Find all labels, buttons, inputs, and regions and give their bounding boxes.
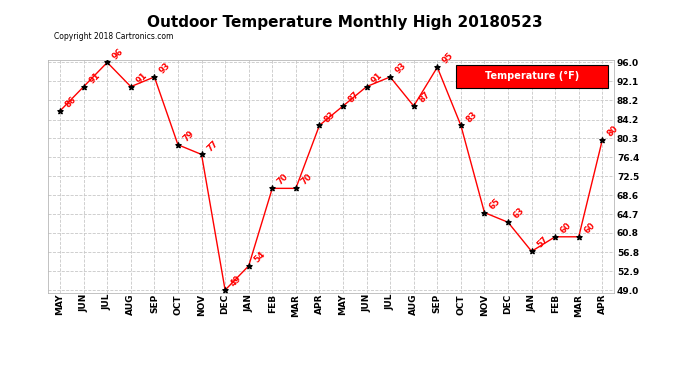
Point — [196, 152, 207, 157]
Point — [243, 263, 254, 269]
Point — [55, 108, 66, 114]
Text: 54: 54 — [253, 250, 267, 264]
Text: 95: 95 — [441, 51, 455, 66]
Point — [573, 234, 584, 240]
Point — [526, 248, 537, 254]
Text: 93: 93 — [394, 61, 408, 75]
Text: 70: 70 — [276, 172, 290, 187]
Point — [78, 84, 89, 90]
Text: 65: 65 — [488, 196, 502, 211]
Text: 83: 83 — [464, 110, 479, 124]
Text: 70: 70 — [299, 172, 314, 187]
Point — [101, 59, 112, 65]
Point — [550, 234, 561, 240]
Text: 80: 80 — [606, 124, 620, 138]
Point — [597, 137, 608, 143]
Point — [337, 103, 348, 109]
Point — [314, 122, 325, 128]
Point — [172, 142, 184, 148]
Point — [408, 103, 420, 109]
Text: 96: 96 — [111, 46, 126, 61]
Text: 79: 79 — [181, 129, 196, 143]
Text: Copyright 2018 Cartronics.com: Copyright 2018 Cartronics.com — [54, 32, 173, 41]
Point — [149, 74, 160, 80]
Point — [502, 219, 513, 225]
Text: 77: 77 — [205, 138, 219, 153]
Text: 49: 49 — [228, 274, 244, 289]
Text: 60: 60 — [559, 221, 573, 236]
Text: 91: 91 — [370, 70, 385, 85]
Text: 83: 83 — [323, 110, 337, 124]
Text: 91: 91 — [135, 70, 149, 85]
Text: 60: 60 — [582, 221, 597, 236]
Point — [455, 122, 466, 128]
Text: 91: 91 — [87, 70, 102, 85]
Point — [290, 185, 302, 191]
Point — [384, 74, 395, 80]
Point — [432, 64, 443, 70]
Point — [479, 210, 490, 216]
FancyBboxPatch shape — [455, 64, 609, 88]
Point — [361, 84, 372, 90]
Point — [219, 287, 230, 293]
Text: 86: 86 — [63, 95, 78, 110]
Text: 87: 87 — [417, 90, 432, 105]
Text: Temperature (°F): Temperature (°F) — [485, 71, 579, 81]
Text: 63: 63 — [511, 206, 526, 221]
Point — [267, 185, 278, 191]
Text: 87: 87 — [346, 90, 361, 105]
Text: 93: 93 — [158, 61, 172, 75]
Text: Outdoor Temperature Monthly High 20180523: Outdoor Temperature Monthly High 2018052… — [147, 15, 543, 30]
Text: 57: 57 — [535, 235, 550, 250]
Point — [126, 84, 137, 90]
